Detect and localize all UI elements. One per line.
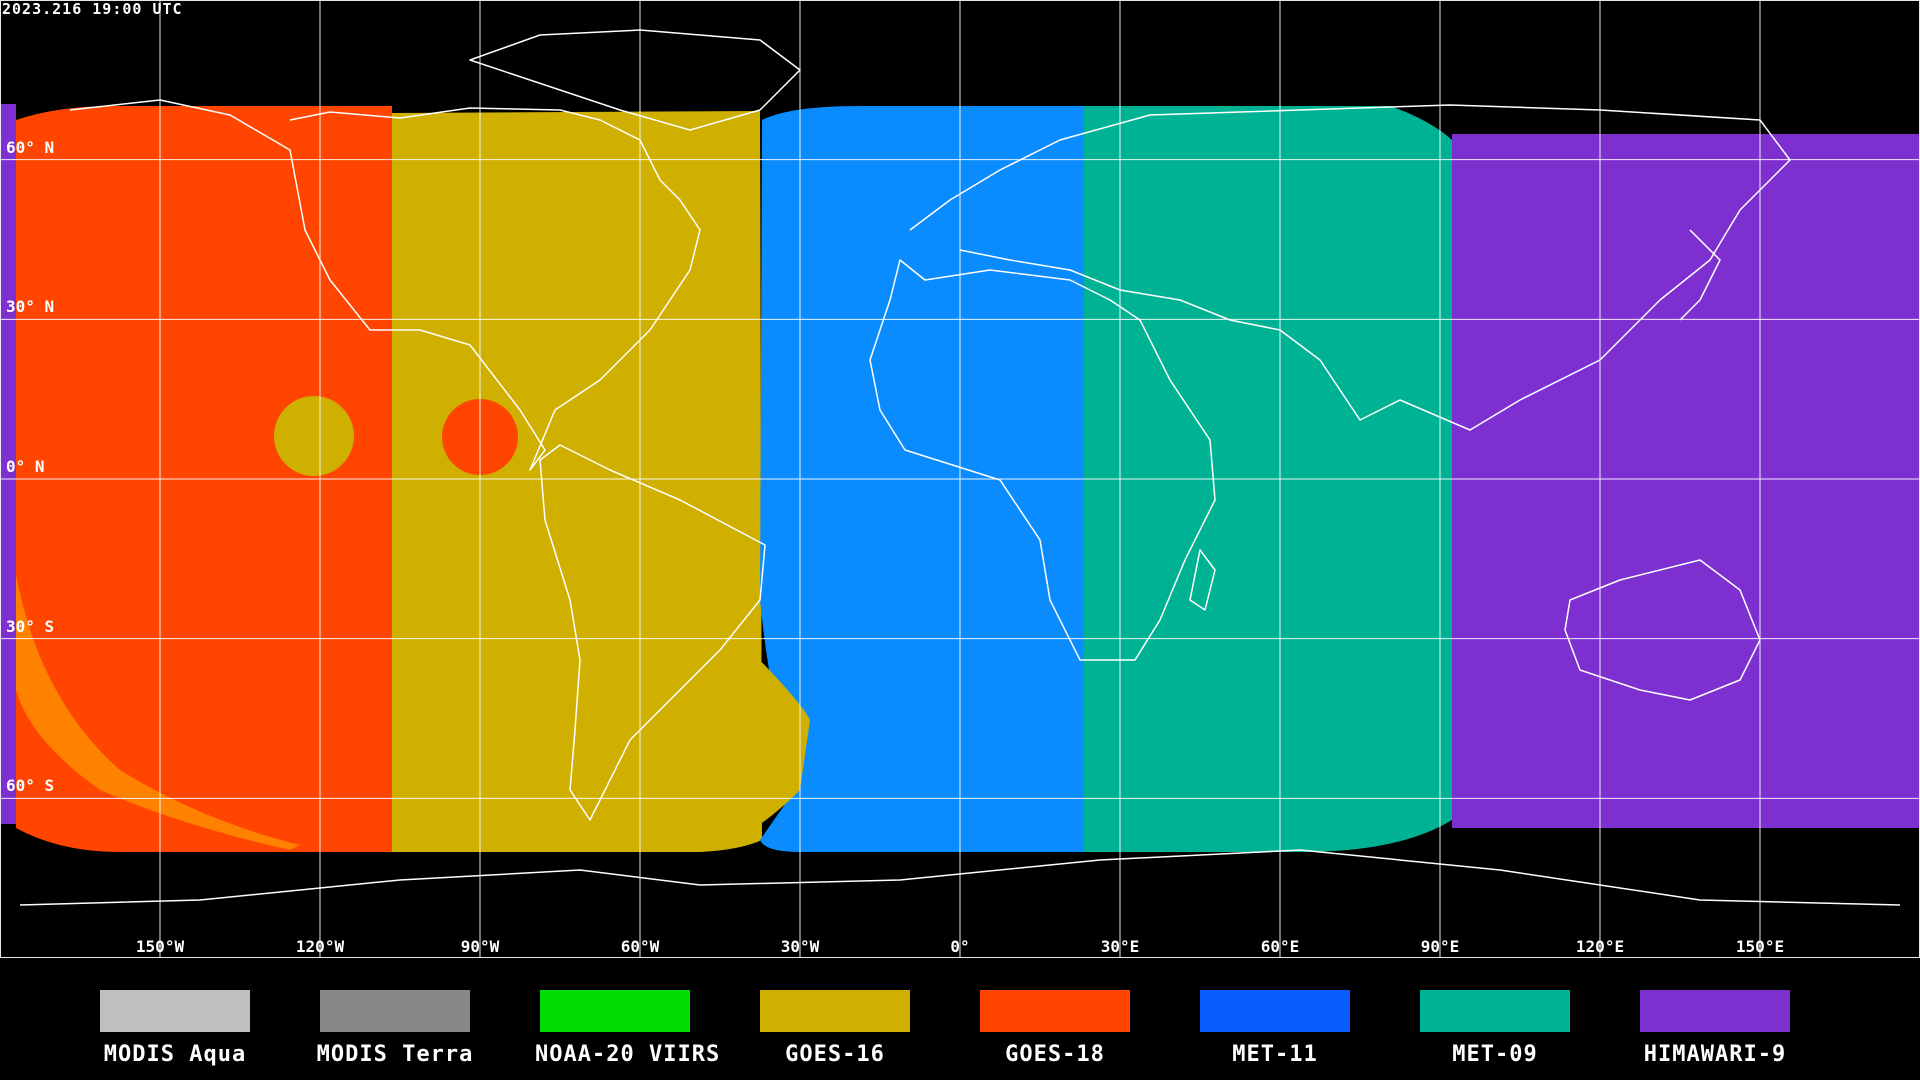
- world-map: [0, 0, 1920, 958]
- coast-south-america: [539, 444, 766, 821]
- coast-north-america: [69, 99, 701, 471]
- graticule: [0, 0, 1920, 958]
- longitude-label: 30°E: [1100, 937, 1140, 956]
- coverage-band-himawari-west: [0, 104, 16, 824]
- coast-madagascar: [1189, 549, 1216, 611]
- coast-eurasia: [909, 104, 1791, 431]
- legend-swatch: [1420, 990, 1570, 1032]
- longitude-label: 120°E: [1575, 937, 1625, 956]
- coast-greenland: [469, 29, 801, 131]
- legend-swatch: [1200, 990, 1350, 1032]
- legend-item: GOES-16: [755, 990, 915, 1067]
- legend-item: MET-11: [1195, 990, 1355, 1067]
- legend-item: NOAA-20 VIIRS: [535, 990, 721, 1067]
- longitude-label: 120°W: [295, 937, 345, 956]
- longitude-label: 60°E: [1260, 937, 1300, 956]
- legend-item: MODIS Aqua: [95, 990, 255, 1067]
- legend: MODIS Aqua MODIS Terra NOAA-20 VIIRS GOES-1…: [0, 958, 1920, 1080]
- legend-label: NOAA-20 VIIRS: [535, 1042, 721, 1067]
- coast-antarctica: [19, 849, 1901, 906]
- longitude-label: 150°E: [1735, 937, 1785, 956]
- legend-item: HIMAWARI-9: [1635, 990, 1795, 1067]
- goes-18-limb-swath: [16, 575, 300, 850]
- legend-label: GOES-18: [1005, 1042, 1105, 1067]
- legend-label: GOES-16: [785, 1042, 885, 1067]
- legend-label: MODIS Terra: [316, 1042, 474, 1067]
- longitude-label: 30°W: [780, 937, 820, 956]
- longitude-label: 150°W: [135, 937, 185, 956]
- legend-swatch: [100, 990, 250, 1032]
- coverage-notch-goes-16: [730, 640, 810, 840]
- legend-swatch: [320, 990, 470, 1032]
- timestamp: 2023.216 19:00 UTC: [2, 0, 183, 18]
- legend-label: MET-11: [1232, 1042, 1318, 1067]
- latitude-label: 30° S: [6, 616, 55, 636]
- goes-16-disk-spot: [274, 396, 354, 476]
- latitude-label: 60° N: [6, 137, 55, 157]
- legend-label: MODIS Aqua: [103, 1042, 247, 1067]
- coverage-band-himawari-9: [1452, 134, 1920, 828]
- legend-swatch: [540, 990, 690, 1032]
- legend-swatch: [980, 990, 1130, 1032]
- longitude-label: 90°E: [1420, 937, 1460, 956]
- coast-europe-africa: [869, 259, 1216, 661]
- coast-australia: [1564, 559, 1761, 701]
- legend-swatch: [1640, 990, 1790, 1032]
- legend-swatch: [760, 990, 910, 1032]
- coastlines: [19, 29, 1901, 906]
- latitude-label: 0° N: [6, 457, 45, 476]
- latitude-label: 60° S: [6, 776, 55, 796]
- latitude-label: 30° N: [6, 297, 55, 317]
- longitude-label: 0°: [950, 937, 970, 956]
- legend-item: MET-09: [1415, 990, 1575, 1067]
- legend-label: MET-09: [1452, 1042, 1538, 1067]
- legend-label: HIMAWARI-9: [1643, 1042, 1787, 1067]
- coast-japan: [1679, 229, 1721, 321]
- legend-item: MODIS Terra: [315, 990, 475, 1067]
- longitude-label: 60°W: [620, 937, 660, 956]
- longitude-label: 90°W: [460, 937, 500, 956]
- coverage-band-goes-16: [392, 111, 762, 852]
- legend-item: GOES-18: [975, 990, 1135, 1067]
